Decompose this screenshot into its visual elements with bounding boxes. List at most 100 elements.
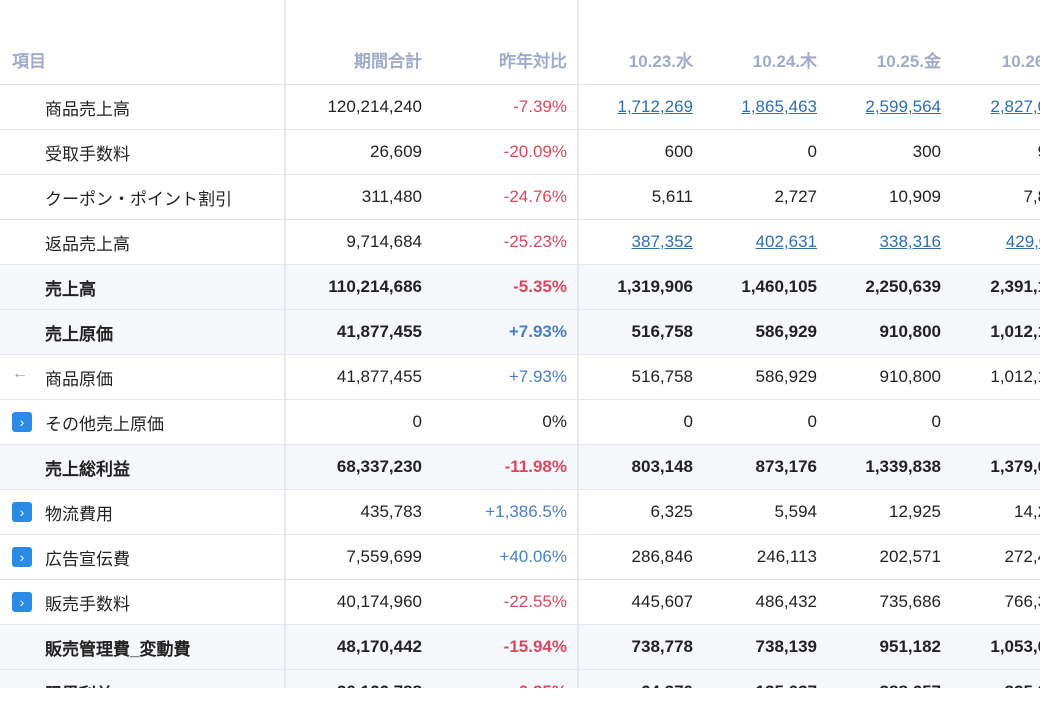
table-cell: 2,250,639	[827, 264, 951, 310]
table-cell: 429,011	[951, 219, 1040, 265]
cell-value: 7,805	[1023, 187, 1040, 206]
cell-value: 2,250,639	[865, 277, 941, 296]
cell-value: 1,012,123	[990, 367, 1040, 386]
table-cell: 1,012,123	[951, 309, 1040, 355]
expand-button[interactable]: ›	[12, 592, 32, 612]
cell-value: 738,778	[631, 637, 693, 656]
table-cell: 910,800	[827, 309, 951, 355]
cell-value[interactable]: 429,011	[1005, 232, 1040, 251]
cell-value: 41,877,455	[336, 322, 422, 341]
table-cell: 売上高	[0, 264, 286, 310]
table-cell: 0	[285, 399, 432, 445]
table-cell: 586,929	[703, 309, 827, 355]
table-cell: 738,778	[578, 624, 703, 670]
table-row: 商品売上高 120,214,240 -7.39% 1,712,269 1,865,463…	[0, 84, 1040, 130]
table-row: 販売管理費_変動費 48,170,442 -15.94% 738,778 738,139…	[0, 624, 1040, 670]
table-cell: 9,714,684	[285, 219, 432, 265]
cell-value[interactable]: 387,352	[631, 232, 693, 251]
table-cell: 951,182	[827, 624, 951, 670]
table-cell: 272,420	[951, 534, 1040, 580]
table-cell: 286,846	[578, 534, 703, 580]
table-cell: 486,432	[703, 579, 827, 625]
yoy-value: -0.85%	[513, 682, 567, 688]
table-cell: 41,877,455	[285, 309, 432, 355]
table-cell: 7,805	[951, 174, 1040, 220]
table-cell: 2,827,070	[951, 84, 1040, 130]
table-cell: 12,925	[827, 489, 951, 535]
table-cell: 516,758	[578, 354, 703, 400]
table-cell: +7.93%	[432, 309, 579, 355]
table-cell: 5,594	[703, 489, 827, 535]
table-cell: -0.85%	[432, 669, 579, 688]
table-cell: 445,607	[578, 579, 703, 625]
cell-value: 6,325	[650, 502, 693, 521]
cell-value: 516,758	[631, 322, 693, 341]
cell-value: 68,337,230	[336, 457, 422, 476]
table-cell: › その他売上原価	[0, 399, 286, 445]
table-cell: 受取手数料	[0, 129, 286, 175]
table-cell: 387,352	[578, 219, 703, 265]
table-cell: 0	[703, 129, 827, 175]
table-cell: 516,758	[578, 309, 703, 355]
table-cell: 388,657	[827, 669, 951, 688]
table-cell: ← 商品原価	[0, 354, 286, 400]
table-cell: 10,909	[827, 174, 951, 220]
yoy-value: 0%	[542, 412, 567, 431]
table-cell: 2,391,154	[951, 264, 1040, 310]
expand-button[interactable]: ›	[12, 412, 32, 432]
cell-value: 5,594	[774, 502, 817, 521]
table-cell: 300	[827, 129, 951, 175]
cell-value: 10,909	[889, 187, 941, 206]
row-label: 広告宣伝費	[45, 549, 130, 569]
table-cell: 0%	[432, 399, 579, 445]
table-cell: 1,339,838	[827, 444, 951, 490]
expand-button[interactable]: ›	[12, 502, 32, 522]
table-cell: 246,113	[703, 534, 827, 580]
cell-value[interactable]: 2,599,564	[865, 97, 941, 116]
cell-value[interactable]: 402,631	[755, 232, 817, 251]
table-cell: 202,571	[827, 534, 951, 580]
table-cell: 1,712,269	[578, 84, 703, 130]
table-cell: -24.76%	[432, 174, 579, 220]
row-label: 売上高	[45, 279, 96, 299]
yoy-value: -20.09%	[503, 142, 567, 161]
yoy-value: -25.23%	[503, 232, 567, 251]
yoy-value: +1,386.5%	[485, 502, 567, 521]
cell-value: 910,800	[879, 367, 941, 386]
cell-value: 246,113	[756, 547, 817, 566]
table-cell: 120,214,240	[285, 84, 432, 130]
cell-value: 735,686	[879, 592, 941, 611]
column-header: 期間合計	[285, 0, 432, 85]
column-header: 10.23.水	[578, 0, 703, 85]
cell-value: 600	[664, 142, 693, 161]
column-header: 昨年対比	[432, 0, 579, 85]
table-cell: +7.93%	[432, 354, 579, 400]
expand-button[interactable]: ›	[12, 547, 32, 567]
yoy-value: +7.93%	[508, 322, 567, 341]
cell-value: 325,967	[1005, 682, 1040, 688]
cell-value[interactable]: 1,712,269	[617, 97, 693, 116]
table-cell: 41,877,455	[285, 354, 432, 400]
cell-value: 5,611	[651, 187, 693, 206]
cell-value[interactable]: 2,827,070	[990, 97, 1040, 116]
cell-value[interactable]: 1,865,463	[741, 97, 817, 116]
cell-value: 1,319,906	[617, 277, 693, 296]
yoy-value: +40.06%	[499, 547, 567, 566]
table-cell: 0	[827, 399, 951, 445]
cell-value: 0	[931, 412, 941, 431]
cell-value: 910,800	[879, 322, 941, 341]
table-row: 売上高 110,214,686 -5.35% 1,319,906 1,460,105 2,…	[0, 264, 1040, 310]
cell-value[interactable]: 338,316	[879, 232, 941, 251]
table-cell: 売上原価	[0, 309, 286, 355]
row-label: 商品原価	[45, 369, 113, 389]
back-arrow[interactable]: ←	[12, 365, 28, 382]
table-cell: -20.09%	[432, 129, 579, 175]
header-row: 項目期間合計昨年対比10.23.水10.24.木10.25.金10.26.土10…	[0, 0, 1040, 85]
cell-value: 0	[807, 412, 817, 431]
cell-value: 2,391,154	[990, 277, 1040, 296]
cell-value: 2,727	[774, 187, 817, 206]
table-cell: 1,012,123	[951, 354, 1040, 400]
table-row: › 物流費用 435,783 +1,386.5% 6,325 5,594 12,925 14,…	[0, 489, 1040, 535]
yoy-value: -24.76%	[503, 187, 567, 206]
